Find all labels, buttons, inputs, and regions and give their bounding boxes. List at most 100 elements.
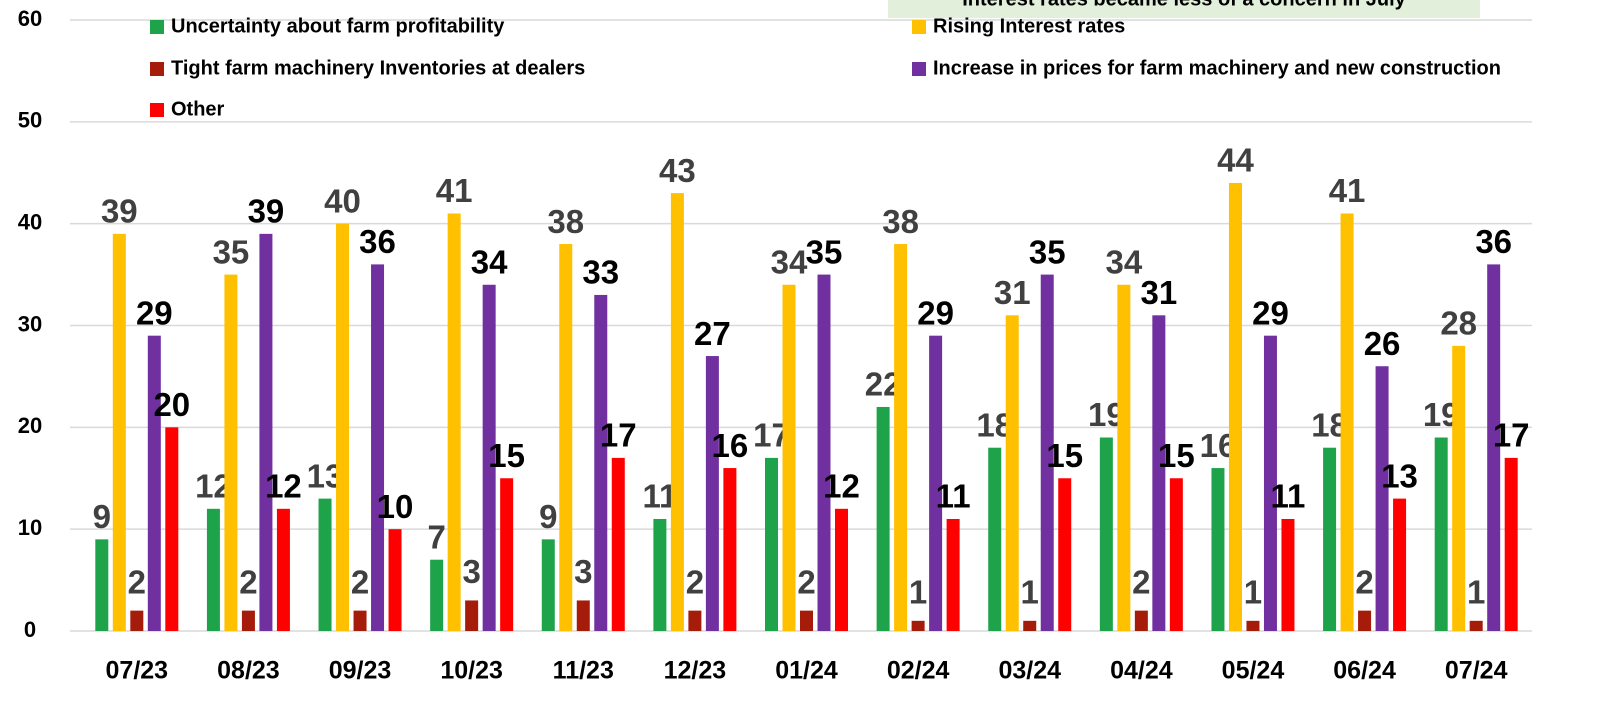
annotation-box <box>888 0 1480 18</box>
bar <box>371 264 385 631</box>
bar <box>835 508 848 631</box>
y-tick-label: 10 <box>18 515 42 540</box>
bar <box>988 447 1002 631</box>
bar <box>1358 610 1372 631</box>
data-label: 3 <box>574 553 592 590</box>
y-tick-label: 50 <box>18 108 42 133</box>
data-label: 40 <box>324 182 361 219</box>
bar <box>1246 620 1260 631</box>
data-label: 11 <box>936 478 971 515</box>
x-tick-label: 09/23 <box>329 657 392 685</box>
bar <box>465 600 479 631</box>
y-tick-label: 40 <box>18 209 42 234</box>
data-label: 35 <box>1029 233 1066 270</box>
bar <box>165 427 179 631</box>
bar <box>447 213 461 631</box>
data-label: 9 <box>93 498 111 535</box>
x-tick-label: 02/24 <box>887 657 950 685</box>
bar <box>1152 315 1166 631</box>
data-label: 29 <box>1252 294 1289 331</box>
x-tick-label: 08/23 <box>217 657 280 685</box>
legend-swatch <box>912 20 926 34</box>
bar <box>1281 518 1295 631</box>
bar <box>1469 620 1483 631</box>
y-tick-label: 60 <box>18 6 42 31</box>
data-label: 12 <box>265 468 302 505</box>
data-label: 29 <box>136 294 173 331</box>
bar <box>894 244 908 632</box>
data-label: 41 <box>436 172 473 209</box>
bar <box>1340 213 1354 631</box>
bar <box>1040 274 1054 631</box>
y-tick-label: 0 <box>24 617 36 642</box>
data-label: 28 <box>1440 305 1477 342</box>
bar <box>911 620 925 631</box>
data-label: 17 <box>1493 417 1530 454</box>
bar <box>765 457 778 631</box>
bar <box>1117 284 1131 631</box>
bar <box>1434 437 1448 631</box>
bar <box>1058 478 1072 631</box>
data-label: 34 <box>771 243 808 280</box>
x-tick-label: 04/24 <box>1110 657 1173 685</box>
bar <box>653 518 667 631</box>
data-label: 16 <box>712 427 749 464</box>
bar <box>1134 610 1148 631</box>
y-tick-label: 20 <box>18 413 42 438</box>
bar <box>241 610 255 631</box>
bar <box>1487 264 1501 631</box>
x-tick-label: 10/23 <box>440 657 503 685</box>
data-label: 2 <box>797 563 815 600</box>
data-label: 31 <box>994 274 1031 311</box>
data-label: 31 <box>1140 274 1177 311</box>
data-label: 7 <box>427 518 445 555</box>
data-label: 2 <box>128 563 146 600</box>
bar <box>688 610 702 631</box>
y-tick-label: 30 <box>18 311 42 336</box>
x-tick-label: 03/24 <box>998 657 1061 685</box>
bar <box>430 559 444 631</box>
bar <box>705 356 719 631</box>
bar <box>559 244 573 632</box>
data-label: 35 <box>213 233 250 270</box>
bar <box>1393 498 1407 631</box>
bar <box>224 274 238 631</box>
bar <box>1263 335 1277 631</box>
data-label: 20 <box>153 386 190 423</box>
data-label: 38 <box>547 203 584 240</box>
bar <box>929 335 943 631</box>
bar <box>482 284 496 631</box>
bar <box>353 610 367 631</box>
bar <box>147 335 161 631</box>
data-label: 44 <box>1217 142 1254 179</box>
data-label: 15 <box>1046 437 1083 474</box>
bar <box>594 294 608 631</box>
bar <box>876 406 890 631</box>
legend-label: Other <box>171 98 225 120</box>
data-label: 39 <box>101 193 138 230</box>
bar <box>611 457 625 631</box>
bar <box>576 600 590 631</box>
data-label: 34 <box>1105 243 1142 280</box>
data-label: 36 <box>1475 223 1512 260</box>
bar <box>1211 468 1225 631</box>
data-label: 12 <box>823 468 860 505</box>
legend-label: Rising Interest rates <box>933 15 1125 37</box>
data-label: 33 <box>582 254 619 291</box>
data-label: 39 <box>248 193 285 230</box>
data-label: 9 <box>539 498 557 535</box>
bar <box>1375 366 1389 631</box>
bar <box>800 610 813 631</box>
legend-swatch <box>912 62 926 76</box>
data-label: 1 <box>1467 574 1485 611</box>
data-label: 36 <box>359 223 396 260</box>
data-label: 2 <box>239 563 257 600</box>
bar <box>1452 345 1466 631</box>
data-label: 1 <box>1021 574 1039 611</box>
data-label: 3 <box>462 553 480 590</box>
x-tick-label: 05/24 <box>1222 657 1285 685</box>
legend-swatch <box>150 103 164 117</box>
bar <box>276 508 290 631</box>
bar <box>1228 182 1242 631</box>
